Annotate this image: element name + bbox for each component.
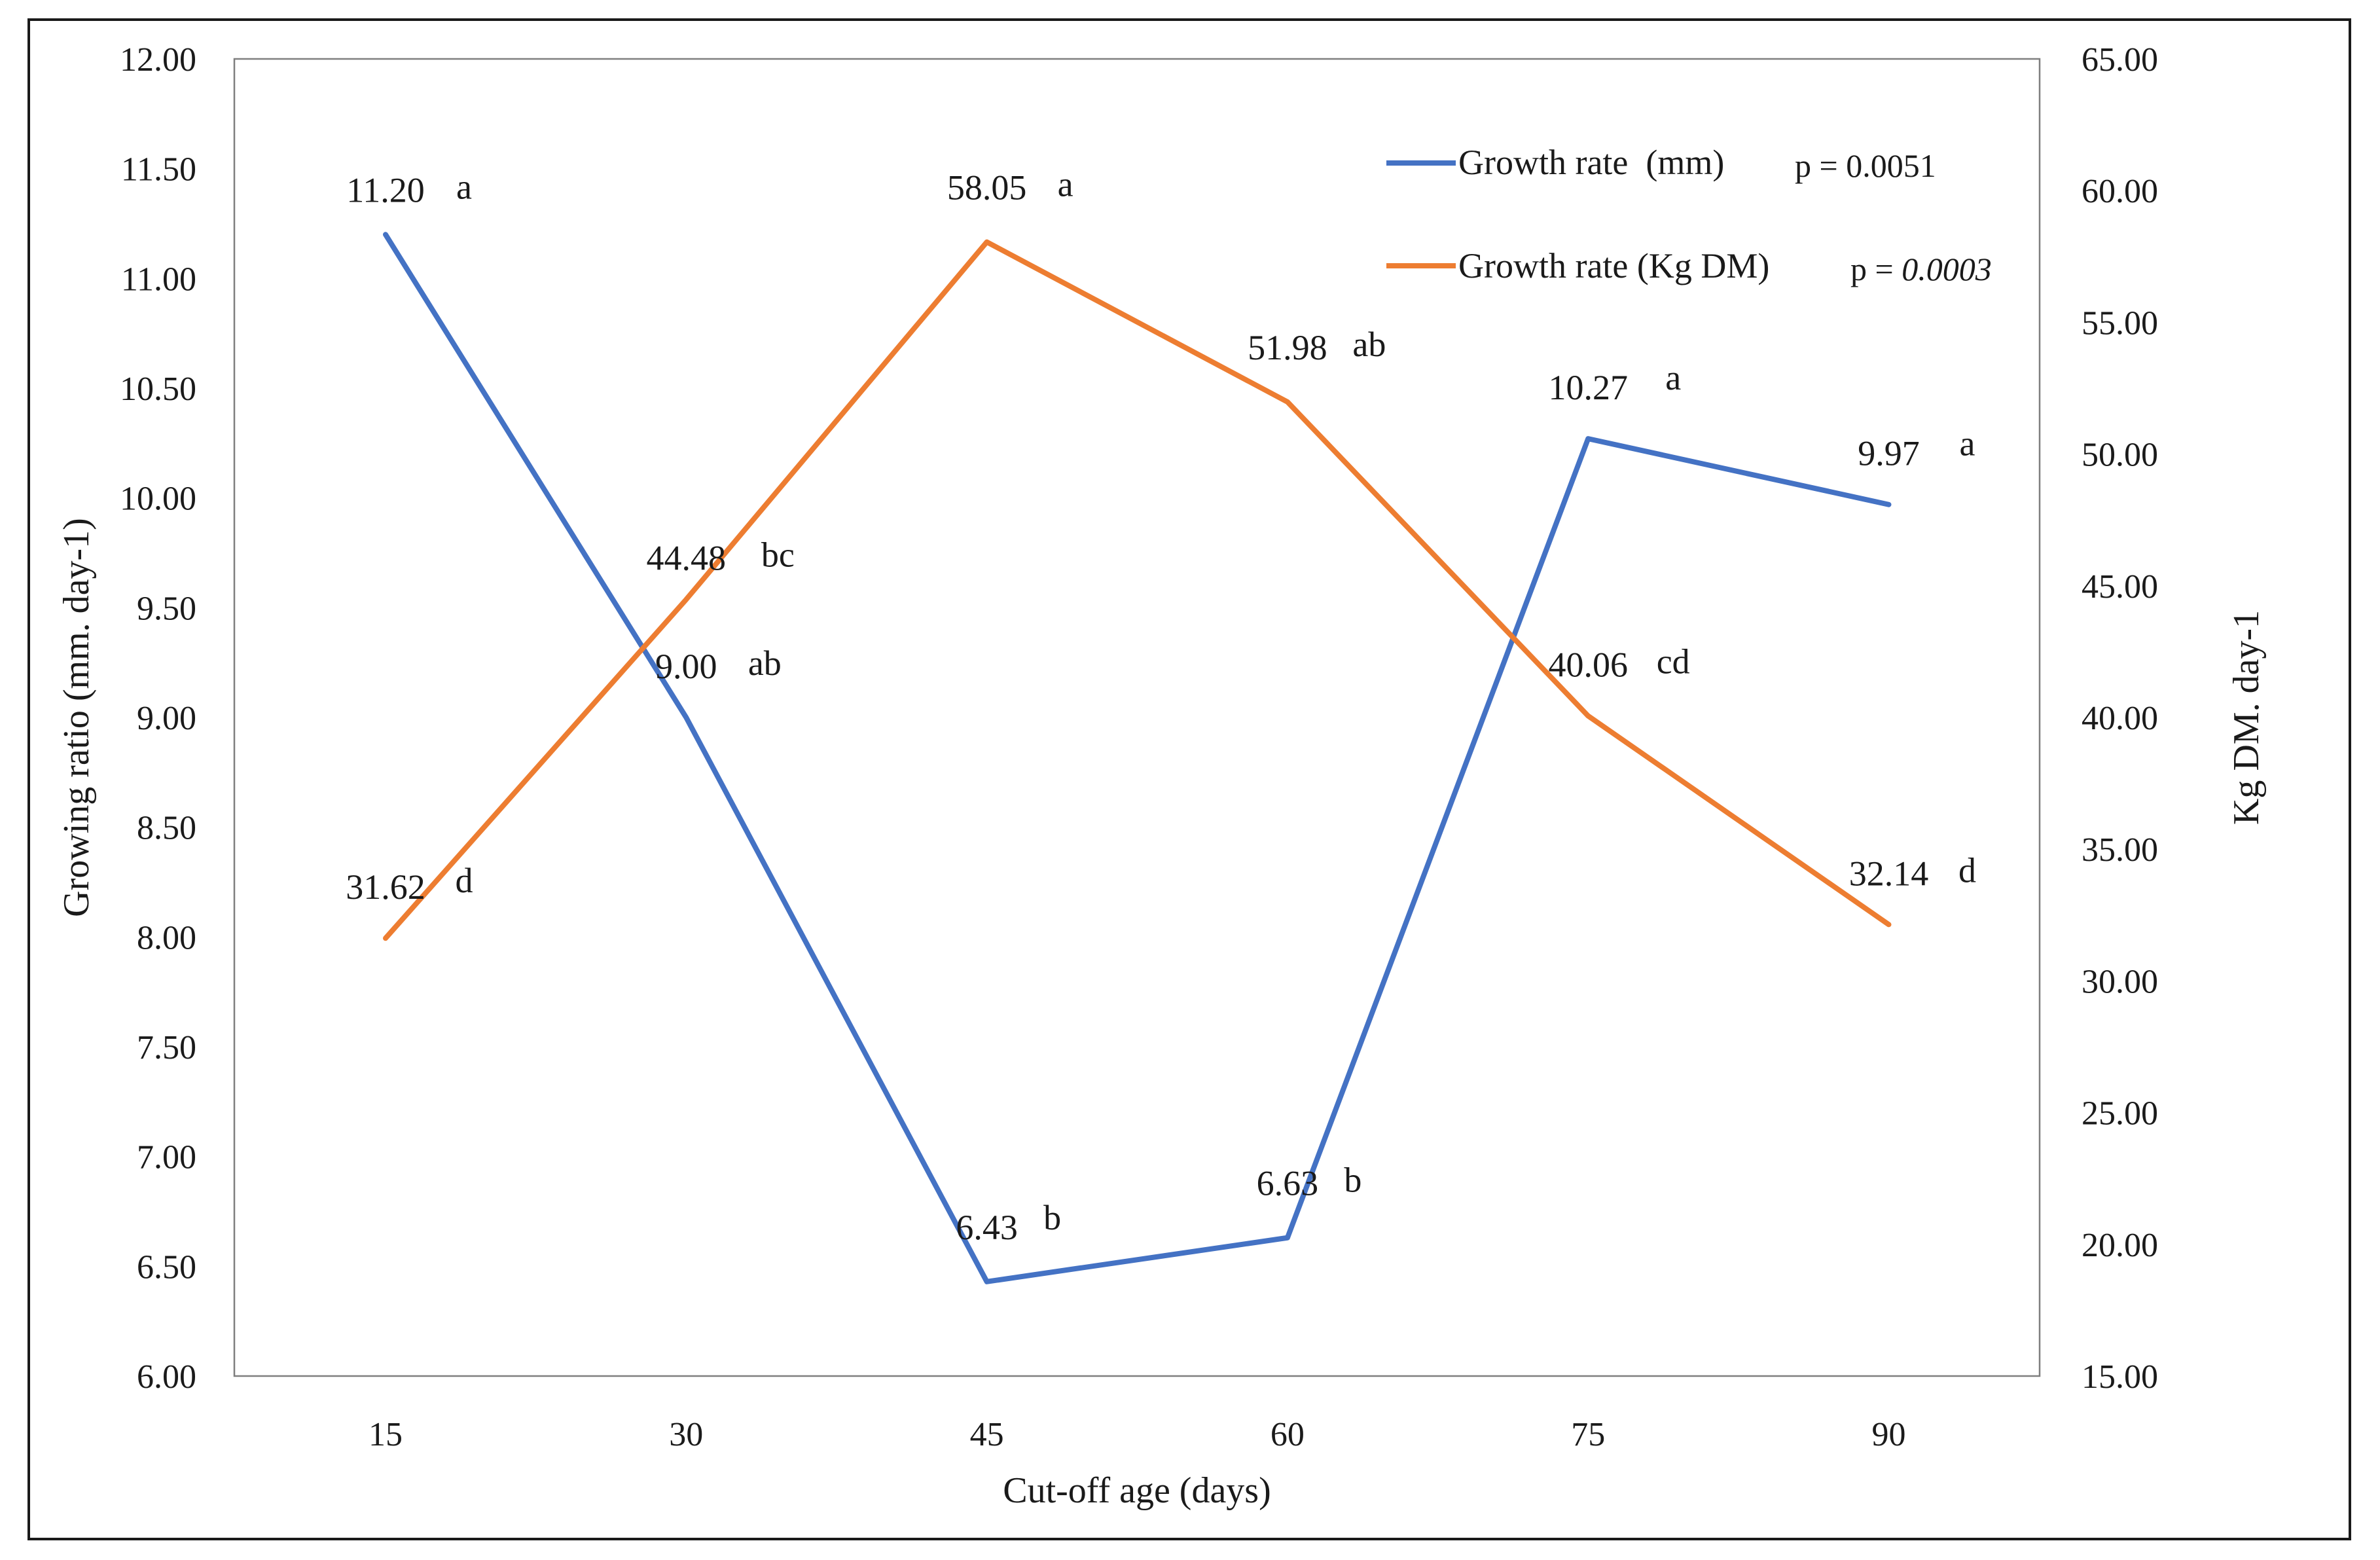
plot-area — [233, 58, 2041, 1377]
x-tick-label: 45 — [970, 1416, 1004, 1453]
x-axis-ticks: 15 30 45 60 75 90 — [369, 1416, 1906, 1453]
right-tick-label: 60.00 — [2082, 173, 2158, 210]
data-value-label: 9.00 — [655, 647, 717, 686]
x-tick-label: 30 — [669, 1416, 703, 1453]
data-value-label: 44.48 — [647, 539, 727, 578]
right-tick-label: 20.00 — [2082, 1227, 2158, 1264]
significance-letter: a — [1665, 358, 1681, 397]
right-tick-label: 25.00 — [2082, 1095, 2158, 1133]
data-labels: 11.20 a 9.00 ab 6.43 b 6.63 b 10.27 a 9.97 a 31.62 d 4… — [346, 165, 1976, 1247]
significance-letter: b — [1043, 1198, 1061, 1237]
data-value-label: 6.43 — [956, 1208, 1018, 1247]
right-tick-label: 30.00 — [2082, 963, 2158, 1000]
data-value-label: 11.20 — [346, 170, 425, 209]
significance-letter: bc — [761, 535, 795, 575]
significance-letter: ab — [748, 644, 782, 683]
significance-letter: ab — [1352, 325, 1386, 364]
significance-letter: d — [456, 861, 473, 900]
left-tick-label: 9.50 — [137, 590, 196, 627]
series-line-kgdm — [383, 239, 1892, 941]
right-tick-label: 50.00 — [2082, 437, 2158, 474]
significance-letter: cd — [1657, 642, 1690, 681]
x-tick-label: 90 — [1872, 1416, 1906, 1453]
chart-frame — [27, 18, 2351, 1540]
data-value-label: 6.63 — [1257, 1164, 1319, 1203]
data-value-label: 10.27 — [1548, 368, 1628, 407]
legend-pvalue-prefix: p = — [1850, 251, 1902, 287]
left-tick-label: 11.50 — [121, 151, 196, 189]
left-axis-ticks: 6.00 6.50 7.00 7.50 8.00 8.50 9.00 9.50 10.00 10.… — [120, 41, 196, 1396]
legend-label-mm: Growth rate (mm) — [1458, 143, 1724, 182]
left-tick-label: 10.50 — [120, 371, 196, 408]
series-line-mm — [383, 232, 1892, 1284]
legend-pvalue-number: 0.0003 — [1902, 251, 1992, 287]
left-tick-label: 9.00 — [137, 700, 196, 737]
left-tick-label: 6.00 — [137, 1358, 196, 1396]
right-tick-label: 55.00 — [2082, 304, 2158, 342]
data-value-label: 32.14 — [1849, 854, 1929, 893]
data-value-label: 51.98 — [1248, 328, 1327, 367]
data-value-label: 40.06 — [1548, 645, 1628, 685]
left-axis-title: Growing ratio (mm. day-1) — [56, 518, 97, 917]
right-tick-label: 65.00 — [2082, 41, 2158, 79]
series-lines — [383, 232, 1892, 1284]
data-value-label: 31.62 — [346, 867, 425, 907]
right-axis-ticks: 15.00 20.00 25.00 30.00 35.00 40.00 45.00 50.00… — [2082, 41, 2158, 1396]
left-tick-label: 8.50 — [137, 810, 196, 847]
x-tick-label: 15 — [369, 1416, 403, 1453]
left-tick-label: 11.00 — [121, 261, 196, 298]
significance-letter: a — [1960, 424, 1975, 463]
right-tick-label: 40.00 — [2082, 700, 2158, 737]
legend-label-kgdm: Growth rate (Kg DM) — [1458, 246, 1769, 285]
x-tick-label: 75 — [1571, 1416, 1605, 1453]
left-tick-label: 10.00 — [120, 481, 196, 518]
right-tick-label: 45.00 — [2082, 568, 2158, 606]
left-tick-label: 6.50 — [137, 1248, 196, 1286]
left-tick-label: 8.00 — [137, 919, 196, 956]
legend: Growth rate (mm) p = 0.0051 Growth rate … — [1386, 143, 1992, 287]
significance-letter: a — [1058, 165, 1073, 204]
data-value-label: 58.05 — [947, 168, 1027, 208]
data-value-label: 9.97 — [1858, 434, 1920, 473]
right-axis-title: Kg DM. day-1 — [2226, 610, 2267, 825]
significance-letter: b — [1344, 1161, 1361, 1200]
significance-letter: d — [1958, 850, 1976, 890]
x-axis-title: Cut-off age (days) — [1003, 1470, 1271, 1511]
right-tick-label: 35.00 — [2082, 831, 2158, 869]
right-tick-label: 15.00 — [2082, 1358, 2158, 1396]
legend-pvalue-kgdm: p = 0.0003 — [1850, 251, 1992, 287]
left-tick-label: 7.50 — [137, 1029, 196, 1066]
x-tick-label: 60 — [1271, 1416, 1305, 1453]
left-tick-label: 7.00 — [137, 1139, 196, 1176]
legend-pvalue-mm: p = 0.0051 — [1795, 147, 1936, 184]
significance-letter: a — [456, 167, 472, 206]
left-tick-label: 12.00 — [120, 41, 196, 79]
